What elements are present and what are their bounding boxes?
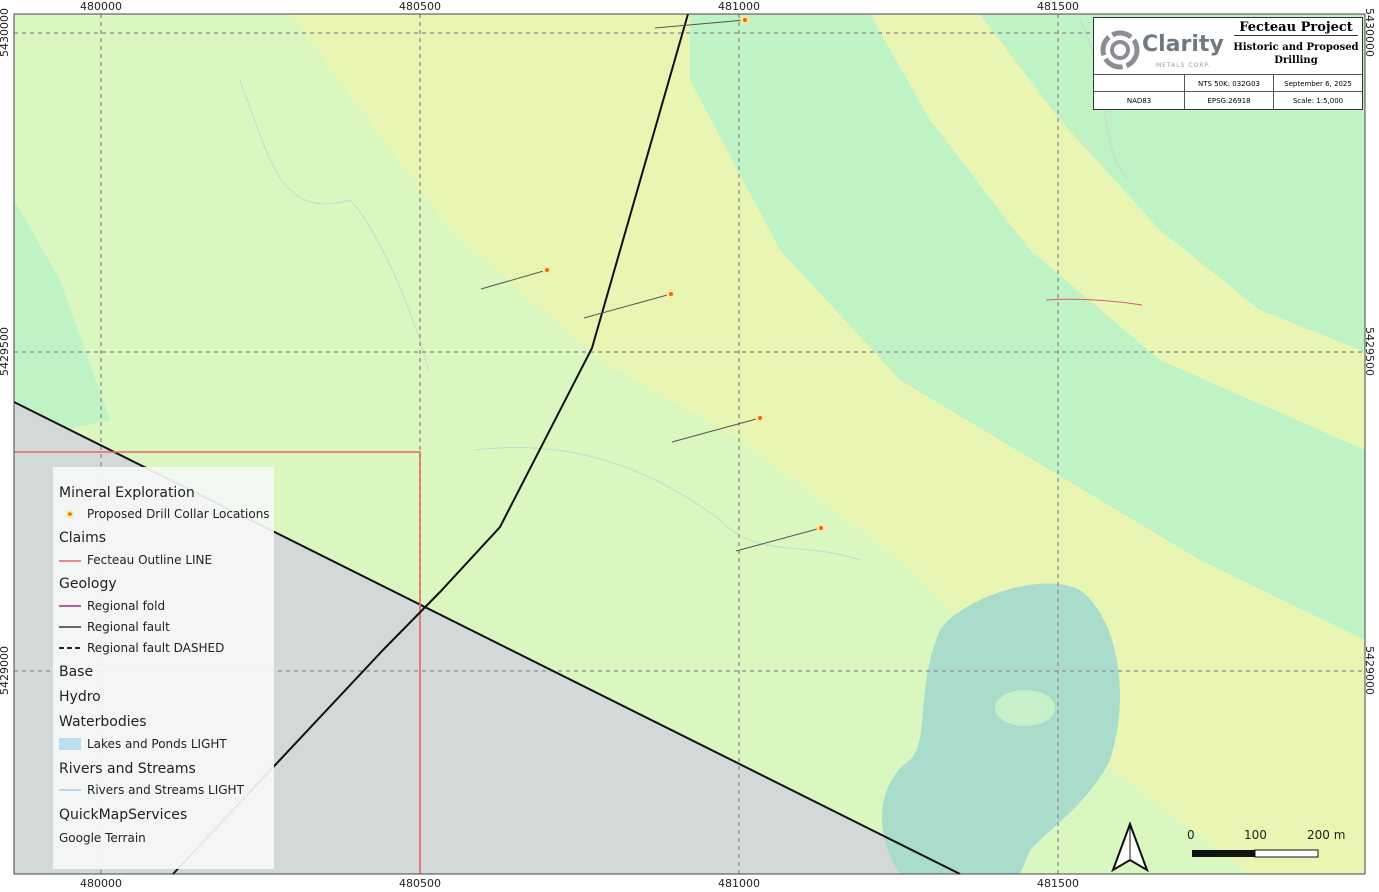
legend-group: Rivers and Streams: [59, 761, 196, 777]
easting-label: 480000: [80, 0, 122, 13]
legend-group: Base: [59, 664, 94, 680]
legend-item: Google Terrain: [59, 831, 146, 845]
northing-label: 5429000: [1363, 646, 1376, 695]
legend-item: Regional fold: [87, 599, 166, 613]
legend-item: Lakes and Ponds LIGHT: [87, 737, 227, 751]
easting-label: 480500: [399, 877, 441, 890]
northing-label: 5430000: [1363, 8, 1376, 57]
map-frame: [13, 13, 1366, 875]
drill-collar: [666, 289, 676, 299]
outline-line-icon: [59, 560, 81, 562]
legend-group: QuickMapServices: [59, 807, 188, 823]
clarity-logo: Clarity METALS CORP.: [1100, 26, 1226, 74]
easting-label: 480000: [80, 877, 122, 890]
scale-label: 200 m: [1307, 828, 1346, 842]
stream: [474, 447, 861, 561]
drill-traces: [480, 19, 822, 552]
northing-label: 5429500: [1363, 327, 1376, 376]
terrain-teal-band: [690, 14, 1365, 640]
project-title: Fecteau Project: [1234, 20, 1358, 36]
north-arrow-icon: [1111, 821, 1149, 873]
scale-label: 0: [1187, 828, 1195, 842]
lake-swatch-icon: [59, 738, 81, 750]
terrain-teal-left: [14, 200, 110, 440]
fecteau-outline[interactable]: [14, 451, 421, 874]
title-row-2: NAD83 EPSG:26918 Scale: 1:5,000: [1094, 91, 1362, 109]
drill-collars[interactable]: [542, 15, 826, 533]
title-block: Clarity METALS CORP. Fecteau Project His…: [1093, 17, 1363, 110]
easting-label: 481500: [1037, 877, 1079, 890]
easting-label: 481000: [718, 877, 760, 890]
drill-collar: [542, 265, 552, 275]
terrain-yellow-band-2: [870, 14, 1365, 450]
stream: [239, 79, 429, 371]
northing-label: 5429000: [0, 646, 11, 695]
drill-collar: [755, 413, 765, 423]
stream: [1079, 19, 1131, 181]
legend-group: Waterbodies: [59, 714, 147, 730]
drill-collar: [740, 15, 750, 25]
river-line-icon: [59, 789, 81, 791]
title-row-1: NTS 50K: 032G03 September 6, 2025: [1094, 74, 1362, 92]
legend-group: Mineral Exploration: [59, 485, 195, 501]
logo-subtext: METALS CORP.: [1156, 62, 1212, 69]
fold-line-icon: [59, 605, 81, 607]
map-scale: Scale: 1:5,000: [1292, 96, 1344, 105]
dashed-fault-icon: [59, 647, 81, 649]
logo-icon: [1100, 30, 1140, 70]
island: [995, 690, 1055, 726]
easting-label: 480500: [399, 0, 441, 13]
legend-item: Fecteau Outline LINE: [87, 553, 213, 567]
datum: NAD83: [1094, 92, 1185, 109]
regional-fault[interactable]: [172, 13, 689, 875]
legend-group: Geology: [59, 576, 117, 592]
legend-item: Rivers and Streams LIGHT: [87, 783, 244, 797]
easting-label: 481500: [1037, 0, 1079, 13]
legend-group: Claims: [59, 530, 107, 546]
legend-item: Proposed Drill Collar Locations: [87, 507, 270, 521]
project-subtitle: Historic and Proposed Drilling: [1233, 42, 1359, 66]
legend-item: Regional fault: [87, 620, 170, 634]
scale-label: 100: [1244, 828, 1267, 842]
collar-symbol-icon: [66, 510, 74, 518]
legend-item: Regional fault DASHED: [87, 641, 225, 655]
scale-bar: [1192, 849, 1319, 858]
regional-fold[interactable]: [1045, 298, 1143, 306]
fault-line-icon: [59, 626, 81, 628]
map-date: September 6, 2025: [1284, 79, 1352, 88]
epsg: EPSG:26918: [1185, 92, 1274, 109]
easting-label: 481000: [718, 0, 760, 13]
northing-label: 5430000: [0, 8, 11, 57]
northing-label: 5429500: [0, 327, 11, 376]
lake: [881, 583, 1120, 874]
drill-collar: [816, 523, 826, 533]
nts-sheet: NTS 50K: 032G03: [1185, 75, 1274, 92]
logo-text: Clarity: [1142, 32, 1224, 57]
legend-group: Hydro: [59, 689, 101, 705]
legend: Mineral Exploration Proposed Drill Colla…: [53, 467, 274, 869]
